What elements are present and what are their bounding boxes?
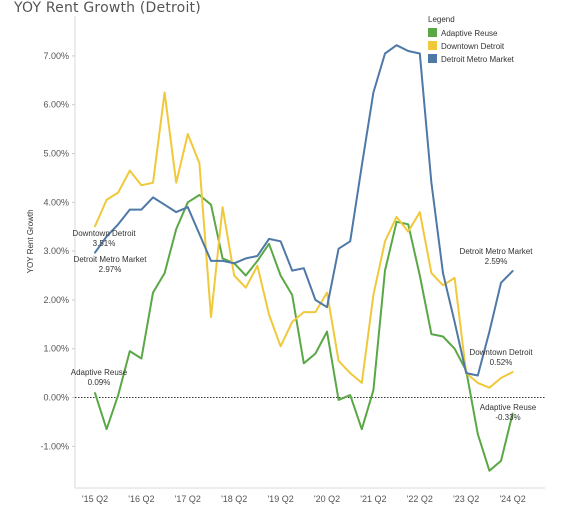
- x-tick-label: '22 Q2: [407, 494, 433, 504]
- annotation-value: 2.97%: [99, 265, 122, 274]
- data-annotation: Adaptive Reuse-0.33%: [480, 403, 537, 422]
- chart-title: YOY Rent Growth (Detroit): [14, 0, 201, 16]
- legend-swatch: [428, 41, 437, 50]
- x-tick-label: '15 Q2: [82, 494, 108, 504]
- y-tick-label: 5.00%: [43, 149, 69, 159]
- annotation-value: 0.09%: [88, 378, 111, 387]
- axis-layer: -1.00% 0.00% 1.00% 2.00% 3.00% 4.00% 5.00% 6.00…: [26, 16, 545, 504]
- x-tick-label: '17 Q2: [175, 494, 201, 504]
- annotation-series-label: Detroit Metro Market: [460, 247, 534, 256]
- x-tick-label: '19 Q2: [267, 494, 293, 504]
- series-layer: [94, 44, 514, 472]
- annotation-series-label: Downtown Detroit: [469, 348, 533, 357]
- y-tick-label: 7.00%: [43, 51, 69, 61]
- y-tick-label: 1.00%: [43, 344, 69, 354]
- x-tick-label: '16 Q2: [128, 494, 154, 504]
- annotation-value: 0.52%: [490, 358, 513, 367]
- y-tick-label: -1.00%: [40, 441, 69, 451]
- x-tick-label: '24 Q2: [499, 494, 525, 504]
- legend-item-label: Adaptive Reuse: [441, 29, 498, 38]
- legend-item-label: Detroit Metro Market: [441, 55, 515, 64]
- series-line-adaptive-reuse: [94, 194, 514, 472]
- y-axis-label: YOY Rent Growth: [26, 209, 35, 273]
- x-tick-label: '21 Q2: [360, 494, 386, 504]
- y-tick-label: 4.00%: [43, 197, 69, 207]
- legend-swatch: [428, 28, 437, 37]
- annotation-value: 2.59%: [485, 257, 508, 266]
- legend: Legend Adaptive Reuse Downtown Detroit Detr…: [428, 15, 515, 64]
- annotation-value: -0.33%: [495, 413, 520, 422]
- x-tick-label: '18 Q2: [221, 494, 247, 504]
- annotation-series-label: Adaptive Reuse: [480, 403, 537, 412]
- legend-item-label: Downtown Detroit: [441, 42, 505, 51]
- annotation-series-label: Downtown Detroit: [72, 229, 136, 238]
- legend-title: Legend: [428, 15, 455, 24]
- annotation-value: 3.51%: [93, 239, 116, 248]
- y-tick-label: 3.00%: [43, 246, 69, 256]
- y-tick-label: 6.00%: [43, 100, 69, 110]
- annotation-series-label: Adaptive Reuse: [71, 368, 128, 377]
- annotation-series-label: Detroit Metro Market: [74, 255, 148, 264]
- series-line-downtown-detroit: [94, 91, 514, 389]
- y-tick-label: 2.00%: [43, 295, 69, 305]
- y-tick-label: 0.00%: [43, 393, 69, 403]
- legend-swatch: [428, 54, 437, 63]
- x-tick-label: '20 Q2: [314, 494, 340, 504]
- series-line-detroit-metro-market: [94, 44, 514, 377]
- x-tick-label: '23 Q2: [453, 494, 479, 504]
